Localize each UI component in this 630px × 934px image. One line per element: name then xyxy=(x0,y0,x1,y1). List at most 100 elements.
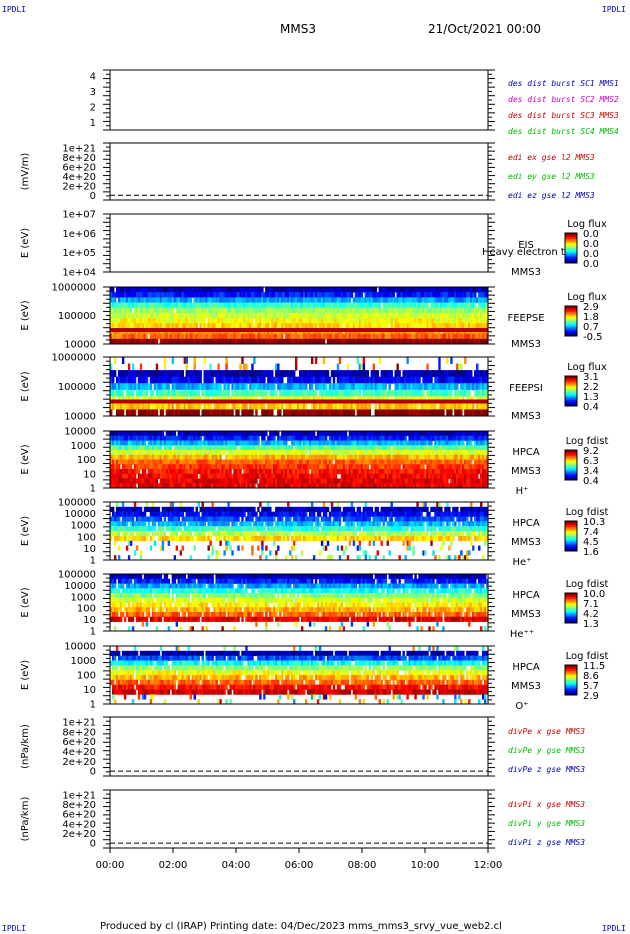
spectrogram-cell xyxy=(255,297,258,303)
spectrogram-cell xyxy=(119,287,123,293)
spectrogram-cell xyxy=(452,338,455,345)
spectrogram-cell xyxy=(157,292,161,298)
spectrogram-cell xyxy=(299,323,302,329)
spectrogram-cell xyxy=(326,302,330,309)
spectrogram-cell xyxy=(285,431,288,437)
spectrogram-cell xyxy=(227,312,230,319)
spectrogram-cell xyxy=(366,402,370,410)
panel-frame xyxy=(109,69,489,131)
spectrogram-cell xyxy=(285,318,288,324)
spectrogram-cell xyxy=(404,333,407,340)
y-tick-label: 1000000 xyxy=(51,283,96,294)
spectrogram-cell xyxy=(269,409,272,417)
spectrogram-cell xyxy=(227,323,230,329)
spectrogram-cell xyxy=(299,318,302,324)
spectrogram-cell xyxy=(338,435,342,441)
spectrogram-cell xyxy=(422,302,425,309)
spectrogram-cell xyxy=(424,333,427,340)
spectrogram-cell xyxy=(308,312,312,319)
spectrogram-cell xyxy=(253,383,256,391)
spectrogram-cell xyxy=(390,333,393,340)
spectrogram-cell xyxy=(376,409,379,417)
spectrogram-cell xyxy=(110,307,113,314)
spectrogram-cell xyxy=(400,459,403,465)
spectrogram-cell xyxy=(241,440,244,446)
spectrogram-cell xyxy=(261,459,264,465)
spectrogram-cell xyxy=(388,383,391,391)
spectrogram-cell xyxy=(446,445,449,451)
spectrogram-cell xyxy=(245,402,248,410)
spectrogram-cell xyxy=(464,389,467,397)
spectrogram-cell xyxy=(406,370,409,378)
spectrogram-cell xyxy=(328,440,332,446)
spectrogram-cell xyxy=(472,338,475,345)
spectrogram-cell xyxy=(394,312,397,319)
spectrogram-cell xyxy=(255,445,258,451)
spectrogram-cell xyxy=(456,376,459,384)
spectrogram-cell xyxy=(193,338,196,345)
spectrogram-cell xyxy=(378,440,381,446)
spectrogram-cell xyxy=(368,318,372,324)
spectrogram-cell xyxy=(191,409,194,417)
spectrogram-cell xyxy=(207,431,210,437)
spectrogram-cell xyxy=(382,409,385,417)
spectrogram-cell xyxy=(336,323,340,329)
spectrogram-cell xyxy=(402,302,405,309)
spectrogram-cell xyxy=(125,445,129,451)
spectrogram-cell xyxy=(444,318,447,324)
spectrogram-cell xyxy=(121,440,125,446)
spectrogram-cell xyxy=(281,440,284,446)
spectrogram-cell xyxy=(235,370,238,378)
spectrogram-cell xyxy=(408,312,411,319)
spectrogram-cell xyxy=(147,440,151,446)
spectrogram-cell xyxy=(145,454,149,460)
spectrogram-cell xyxy=(486,383,489,391)
spectrogram-cell xyxy=(454,376,457,384)
spectrogram-cell xyxy=(368,431,372,437)
spectrogram-cell xyxy=(350,402,354,410)
spectrogram-cell xyxy=(342,435,346,441)
spectrogram-cell xyxy=(209,402,212,410)
spectrogram-cell xyxy=(468,454,471,460)
spectrogram-cell xyxy=(191,402,194,410)
spectrogram-cell xyxy=(279,454,282,460)
spectrogram-cell xyxy=(137,435,141,441)
spectrogram-cell xyxy=(185,435,188,441)
spectrogram-cell xyxy=(183,323,186,329)
spectrogram-cell xyxy=(281,454,284,460)
spectrogram-cell xyxy=(454,431,457,437)
spectrogram-cell xyxy=(416,431,419,437)
spectrogram-cell xyxy=(241,357,244,364)
spectrogram-cell xyxy=(187,402,190,410)
spectrogram-cell xyxy=(390,454,393,460)
spectrogram-cell xyxy=(424,402,427,410)
spectrogram-cell xyxy=(348,445,352,451)
spectrogram-cell xyxy=(271,318,274,324)
spectrogram-cell xyxy=(382,402,385,410)
spectrogram-cell xyxy=(193,450,196,456)
y-tick-label: 100000 xyxy=(58,382,96,393)
spectrogram-cell xyxy=(392,297,395,303)
spectrogram-cell xyxy=(279,459,282,465)
spectrogram-cell xyxy=(476,363,479,371)
spectrogram-cell xyxy=(181,409,185,417)
spectrogram-cell xyxy=(231,376,234,384)
spectrogram-cell xyxy=(281,376,284,384)
spectrogram-cell xyxy=(217,338,220,345)
spectrogram-cell xyxy=(400,409,403,417)
spectrogram-cell xyxy=(356,431,360,437)
spectrogram-cell xyxy=(394,440,397,446)
spectrogram-cell xyxy=(362,445,366,451)
spectrogram-cell xyxy=(233,287,236,293)
spectrogram-cell xyxy=(239,312,242,319)
spectrogram-cell xyxy=(354,297,358,303)
spectrogram-cell xyxy=(253,435,256,441)
spectrogram-cell xyxy=(450,312,453,319)
spectrogram-cell xyxy=(191,376,194,384)
spectrogram-cell xyxy=(448,445,451,451)
spectrogram-cell xyxy=(436,459,439,465)
spectrogram-cell xyxy=(480,312,483,319)
spectrogram-cell xyxy=(223,292,226,298)
spectrogram-cell xyxy=(366,318,370,324)
spectrogram-cell xyxy=(229,459,232,465)
